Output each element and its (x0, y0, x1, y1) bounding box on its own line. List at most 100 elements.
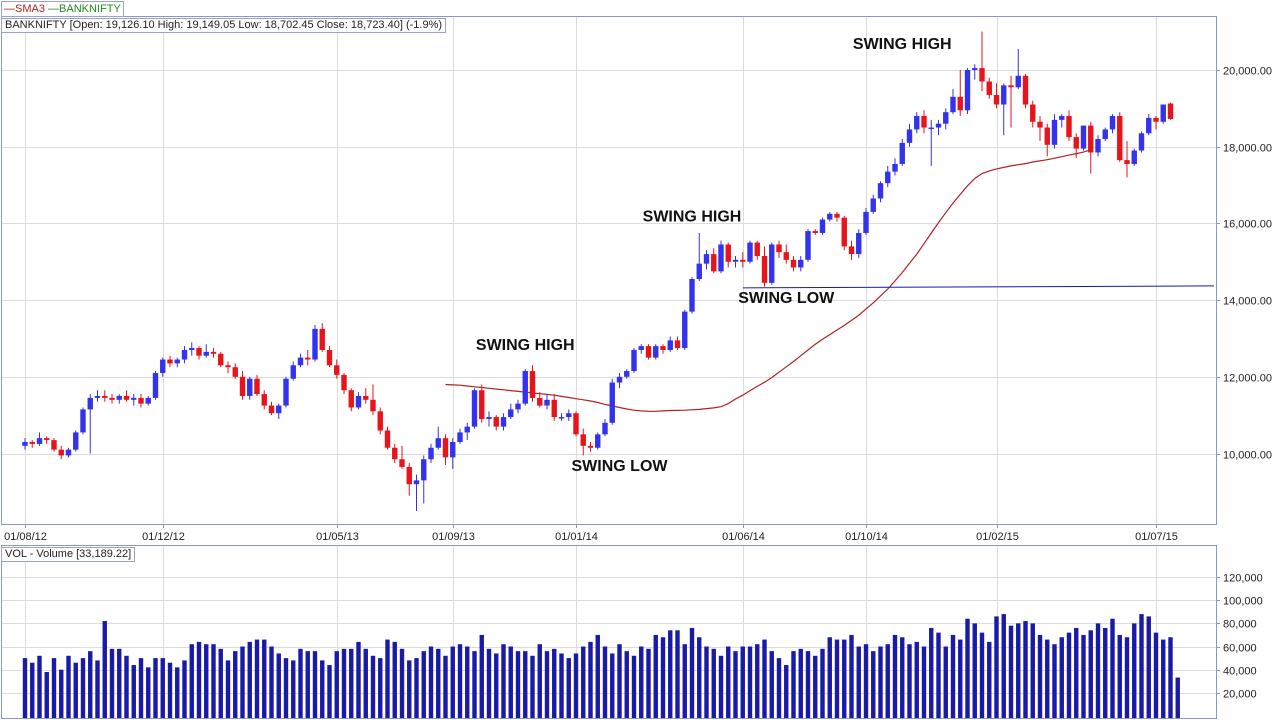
candle-body-up (703, 254, 710, 264)
candle-body-up (870, 198, 876, 212)
candle-body-down (834, 213, 840, 218)
sma-layer (445, 149, 1091, 412)
candle-body-up (769, 244, 775, 283)
price-y-tick-label: 10,000.00 (1223, 450, 1272, 462)
volume-bar (1074, 627, 1079, 718)
volume-bar (95, 660, 100, 718)
volume-bar (204, 644, 209, 718)
volume-y-tick-label: 60,000 (1223, 643, 1257, 655)
volume-bar (407, 660, 412, 718)
candle-body-up (522, 371, 528, 404)
volume-bar (950, 634, 956, 718)
volume-bar (486, 648, 492, 718)
candle-body-up (464, 426, 470, 433)
volume-bar (334, 651, 339, 718)
volume-bar (929, 627, 934, 718)
x-tick-label: 01/10/14 (845, 531, 888, 543)
volume-bar (1168, 637, 1173, 718)
volume-y-tick-label: 40,000 (1223, 666, 1257, 678)
volume-bar (791, 651, 796, 718)
volume-bar (900, 637, 905, 718)
volume-bar (37, 655, 42, 718)
candle-body-down (392, 447, 398, 460)
candle-body-down (1037, 121, 1043, 128)
sma-line (445, 149, 1091, 412)
volume-bar (711, 648, 716, 718)
price-y-tick-label: 16,000.00 (1223, 219, 1272, 231)
price-panel-frame (1, 16, 1217, 525)
candle-body-up (1080, 125, 1087, 149)
candle-body-down (711, 254, 717, 272)
candle-body-down (232, 367, 238, 377)
candle-body-down (587, 445, 594, 448)
volume-bar (1139, 614, 1144, 718)
volume-bar (849, 634, 854, 718)
candle-body-down (1044, 127, 1050, 145)
candle-body-up (935, 123, 942, 128)
volume-bar (102, 621, 107, 718)
volume-bar (363, 648, 368, 718)
volume-bar (117, 648, 122, 718)
candle-body-up (558, 417, 565, 419)
x-tick-label: 01/05/13 (316, 531, 359, 543)
candle-body-up (1131, 150, 1137, 164)
candle-body-up (312, 328, 318, 360)
volume-bar (1023, 621, 1028, 718)
volume-bar (544, 651, 550, 718)
volume-bar (1052, 644, 1057, 718)
volume-bar (697, 637, 702, 718)
volume-bar (610, 653, 615, 718)
volume-bar (508, 646, 513, 718)
x-tick-label: 01/01/14 (555, 531, 598, 543)
volume-bar (30, 662, 35, 718)
candle-body-down (660, 346, 666, 350)
candle-body-down (754, 242, 760, 256)
candle-body-up (667, 340, 673, 350)
candle-body-up (413, 480, 420, 485)
candle-body-down (493, 417, 499, 427)
price-y-tick-label: 14,000.00 (1223, 296, 1272, 308)
volume-bar (914, 641, 919, 718)
candle-body-down (225, 365, 231, 368)
candle-body-down (268, 405, 275, 414)
volume-bar (1037, 634, 1043, 718)
swing-low-annotation: SWING LOW (572, 458, 669, 475)
volume-bar (1008, 625, 1014, 718)
candle-body-up (964, 70, 971, 111)
volume-y-tick-label: 100,000 (1223, 596, 1263, 608)
candle-body-down (370, 399, 376, 412)
candle-body-up (827, 213, 833, 220)
candle-body-down (761, 255, 768, 283)
volume-bar (602, 646, 608, 718)
candle-layer (22, 31, 1174, 512)
volume-bar (936, 632, 941, 718)
candle-body-up (471, 390, 478, 427)
candle-body-down (580, 434, 586, 446)
candle-body-down (138, 397, 144, 404)
volume-bar (776, 658, 782, 718)
candle-body-up (515, 403, 521, 410)
candle-body-down (363, 395, 369, 400)
candle-body-up (805, 231, 811, 260)
candle-body-down (645, 346, 652, 358)
candle-body-up (566, 413, 572, 418)
volume-bar (784, 665, 789, 718)
candle-body-up (682, 311, 688, 349)
candle-body-up (856, 232, 862, 255)
candle-body-down (218, 353, 224, 366)
volume-bar (283, 658, 289, 718)
candle-body-down (812, 231, 818, 233)
candle-body-down (1073, 137, 1079, 149)
candle-body-up (94, 395, 101, 398)
volume-bar (798, 648, 803, 718)
candle-body-down (239, 376, 246, 396)
volume-bar (907, 644, 912, 718)
candle-body-up (80, 409, 86, 433)
candle-body-down (44, 438, 50, 441)
candle-body-up (1001, 85, 1007, 105)
candle-body-up (943, 112, 949, 124)
volume-bar (958, 639, 963, 718)
candle-body-down (790, 259, 797, 268)
